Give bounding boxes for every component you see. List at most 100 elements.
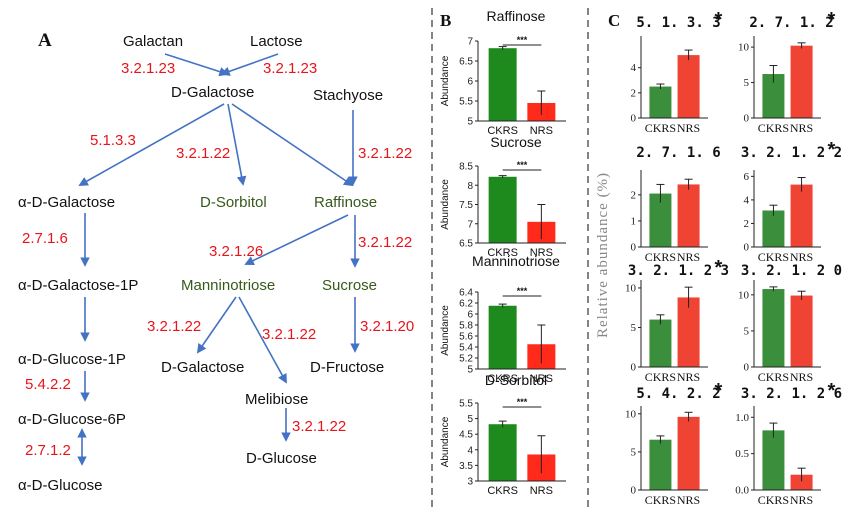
bar-nrs xyxy=(677,184,700,247)
panel-label-c: C xyxy=(608,11,620,30)
node-galactan: Galactan xyxy=(123,33,183,50)
chart-c-5-1-3-3: CKRS NRS 0 2 4 5. 1. 3. 3* xyxy=(631,9,723,135)
arrow-galactose-alpha xyxy=(78,103,225,186)
bar-ckrs xyxy=(488,305,517,369)
ec-stachyose: 3.2.1.22 xyxy=(358,145,412,162)
y-tick-label: 5.5 xyxy=(459,97,473,108)
ec-glucose: 3.2.1.22 xyxy=(292,418,346,435)
bar-ckrs xyxy=(762,74,785,118)
y-tick-label: 0.5 xyxy=(735,448,749,460)
tick-label-ckrs: CKRS xyxy=(487,125,518,137)
bar-ckrs xyxy=(762,430,785,490)
y-tick-label: 1 xyxy=(631,215,637,227)
bar-nrs xyxy=(677,55,700,118)
chart-c-3-2-1-23: CKRS NRS 0 5 10 3. 2. 1. 2 3* xyxy=(625,257,729,384)
node-alpha-d-galactose-1p: α-D-Galactose-1P xyxy=(18,277,138,294)
significance-star: * xyxy=(715,257,723,279)
tick-label-ckrs: CKRS xyxy=(645,370,676,384)
y-axis-label: Abundance xyxy=(440,305,451,356)
y-tick-label: 2 xyxy=(631,87,637,99)
node-melibiose: Melibiose xyxy=(245,391,308,408)
chart-title: 3. 2. 1. 2 2 xyxy=(741,145,842,161)
ec-glk: 2.7.1.2 xyxy=(25,442,71,459)
y-tick-label: 6.5 xyxy=(459,57,473,68)
arrow-galactose-raffinose xyxy=(231,103,354,187)
pathway-diagram: Galactan Lactose D-Galactose Stachyose α… xyxy=(18,33,414,494)
tick-label-nrs: NRS xyxy=(790,493,813,507)
y-tick-label: 8 xyxy=(467,181,473,192)
y-tick-label: 5 xyxy=(744,77,750,89)
y-tick-label: 7 xyxy=(467,37,473,48)
ec-sucrose: 3.2.1.22 xyxy=(358,234,412,251)
ec-manninotriose: 3.2.1.26 xyxy=(209,243,263,260)
y-tick-label: 7.5 xyxy=(459,200,473,211)
y-tick-label: 4 xyxy=(467,445,473,456)
chart-title: D-Sorbitol xyxy=(485,372,547,388)
node-alpha-d-galactose: α-D-Galactose xyxy=(18,194,115,211)
tick-label-ckrs: CKRS xyxy=(758,370,789,384)
ec-fructose: 3.2.1.20 xyxy=(360,318,414,335)
tick-label-ckrs: CKRS xyxy=(645,493,676,507)
tick-label-ckrs: CKRS xyxy=(487,247,518,259)
y-tick-label: 0 xyxy=(631,242,637,254)
chart-c-3-2-1-26: CKRS NRS 0.0 0.5 1.0 3. 2. 1. 2 6* xyxy=(735,380,842,507)
significance-label: *** xyxy=(517,160,528,170)
y-tick-label: 5.6 xyxy=(459,332,473,343)
bar-ckrs xyxy=(649,86,672,118)
tick-label-nrs: NRS xyxy=(530,373,553,385)
y-axis-label: Abundance xyxy=(440,179,451,230)
arrow-manninotriose-melibiose xyxy=(238,296,287,384)
y-tick-label: 5 xyxy=(631,446,637,458)
ec-lactose: 3.2.1.23 xyxy=(263,60,317,77)
y-tick-label: 0 xyxy=(744,242,750,254)
node-lactose: Lactose xyxy=(250,33,303,50)
tick-label-nrs: NRS xyxy=(790,250,813,264)
y-tick-label: 3 xyxy=(467,477,473,488)
panel-c-ylabel: Relative abundance (%) xyxy=(595,172,611,338)
node-alpha-d-glucose-6p: α-D-Glucose-6P xyxy=(18,411,126,428)
significance-label: *** xyxy=(517,286,528,296)
node-d-sorbitol: D-Sorbitol xyxy=(200,194,267,211)
significance-star: * xyxy=(715,9,723,31)
y-tick-label: 2 xyxy=(631,189,637,201)
tick-label-ckrs: CKRS xyxy=(645,250,676,264)
tick-label-nrs: NRS xyxy=(677,370,700,384)
arrow-manninotriose-galactose xyxy=(196,296,237,354)
tick-label-nrs: NRS xyxy=(530,125,553,137)
chart-c-2-7-1-6: CKRS NRS 0 1 2 2. 7. 1. 6 xyxy=(631,145,721,264)
chart-c-2-7-1-2: CKRS NRS 0 5 10 2. 7. 1. 2* xyxy=(738,9,836,135)
y-tick-label: 4.5 xyxy=(459,430,473,441)
y-tick-label: 6.2 xyxy=(459,299,473,310)
chart-title: 3. 2. 1. 2 6 xyxy=(741,386,842,402)
ec-galactan: 3.2.1.23 xyxy=(121,60,175,77)
tick-label-nrs: NRS xyxy=(677,493,700,507)
y-tick-label: 7 xyxy=(467,219,473,230)
bar-ckrs xyxy=(762,210,785,247)
y-tick-label: 6 xyxy=(467,77,473,88)
y-tick-label: 0 xyxy=(631,485,637,497)
significance-star: * xyxy=(828,9,836,31)
ec-sorbitol: 3.2.1.22 xyxy=(176,145,230,162)
tick-label-nrs: NRS xyxy=(530,247,553,259)
y-tick-label: 0 xyxy=(631,113,637,125)
node-alpha-d-glucose: α-D-Glucose xyxy=(18,477,103,494)
node-d-glucose: D-Glucose xyxy=(246,450,317,467)
chart-b-raffinose: CKRS NRS 5 5.5 6 6.5 7 Raffinose *** Abundance xyxy=(440,8,566,137)
y-tick-label: 2 xyxy=(744,218,750,230)
tick-label-nrs: NRS xyxy=(530,485,553,497)
bar-charts: CKRS NRS55.566.57Raffinose***AbundanceCKR… xyxy=(440,8,842,507)
chart-title: Manninotriose xyxy=(472,253,560,269)
chart-b-d-sorbitol: CKRS NRS 3 3.5 4 4.5 5 5.5 D-Sorbitol *** Abundanc… xyxy=(440,372,566,497)
chart-b-sucrose: CKRS NRS 6.5 7 7.5 8 8.5 Sucrose *** Abundance xyxy=(440,134,566,259)
tick-label-ckrs: CKRS xyxy=(487,373,518,385)
ec-mann-galactose: 3.2.1.22 xyxy=(147,318,201,335)
y-tick-label: 5.5 xyxy=(459,399,473,410)
tick-label-nrs: NRS xyxy=(790,370,813,384)
tick-label-nrs: NRS xyxy=(790,121,813,135)
bar-nrs xyxy=(677,416,700,490)
y-tick-label: 5 xyxy=(467,365,473,376)
ec-mann-melibiose: 3.2.1.22 xyxy=(262,326,316,343)
chart-c-3-2-1-20: CKRS NRS 0 5 10 3. 2. 1. 2 0 xyxy=(738,263,842,384)
bar-ckrs xyxy=(488,176,517,243)
